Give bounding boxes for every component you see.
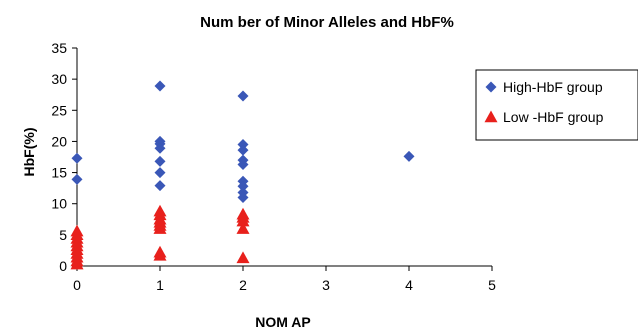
legend: High-HbF group Low -HbF group bbox=[475, 69, 638, 141]
high-hbf-point bbox=[154, 142, 166, 154]
x-tick-label: 5 bbox=[488, 277, 496, 293]
y-tick-label: 25 bbox=[51, 102, 67, 118]
high-hbf-point bbox=[237, 90, 249, 102]
plot-points bbox=[70, 80, 415, 270]
axes: 0 5 10 15 20 25 30 35 0 1 2 3 4 5 bbox=[51, 40, 496, 293]
high-hbf-point bbox=[237, 180, 249, 192]
x-tick-label: 0 bbox=[73, 277, 81, 293]
legend-diamond-icon bbox=[485, 81, 497, 93]
x-tick-label: 2 bbox=[239, 277, 247, 293]
low-hbf-point bbox=[236, 222, 250, 234]
low-hbf-point bbox=[153, 222, 167, 234]
y-tick-label: 35 bbox=[51, 40, 67, 56]
legend-label: High-HbF group bbox=[503, 79, 603, 95]
high-hbf-point bbox=[154, 80, 166, 92]
series-high-hbf bbox=[71, 80, 415, 203]
chart-title: Num ber of Minor Alleles and HbF% bbox=[200, 14, 454, 31]
high-hbf-point bbox=[154, 180, 166, 192]
high-hbf-point bbox=[71, 173, 83, 185]
y-tick-label: 10 bbox=[51, 196, 67, 212]
legend-triangle-icon bbox=[484, 110, 498, 123]
high-hbf-point bbox=[154, 167, 166, 179]
x-tick-label: 4 bbox=[405, 277, 413, 293]
x-tick-label: 1 bbox=[156, 277, 164, 293]
high-hbf-point bbox=[71, 152, 83, 164]
high-hbf-point bbox=[154, 155, 166, 167]
low-hbf-point bbox=[70, 257, 84, 270]
low-hbf-point bbox=[236, 251, 250, 264]
y-tick-label: 30 bbox=[51, 71, 67, 87]
y-tick-label: 20 bbox=[51, 133, 67, 149]
low-hbf-point bbox=[153, 248, 167, 261]
high-hbf-point bbox=[237, 158, 249, 170]
high-hbf-point bbox=[403, 150, 415, 162]
y-tick-label: 5 bbox=[59, 227, 67, 243]
x-axis-label: NOM AP bbox=[255, 314, 310, 330]
y-axis-label: HbF(%) bbox=[21, 128, 37, 177]
high-hbf-point bbox=[237, 191, 249, 203]
legend-box bbox=[475, 69, 638, 141]
y-tick-label: 15 bbox=[51, 165, 67, 181]
legend-label: Low -HbF group bbox=[503, 109, 604, 125]
high-hbf-point bbox=[237, 139, 249, 151]
y-tick-label: 0 bbox=[59, 258, 67, 274]
high-hbf-point bbox=[237, 144, 249, 156]
series-low-hbf bbox=[70, 204, 250, 270]
low-hbf-point bbox=[236, 214, 250, 227]
x-tick-label: 3 bbox=[322, 277, 330, 293]
